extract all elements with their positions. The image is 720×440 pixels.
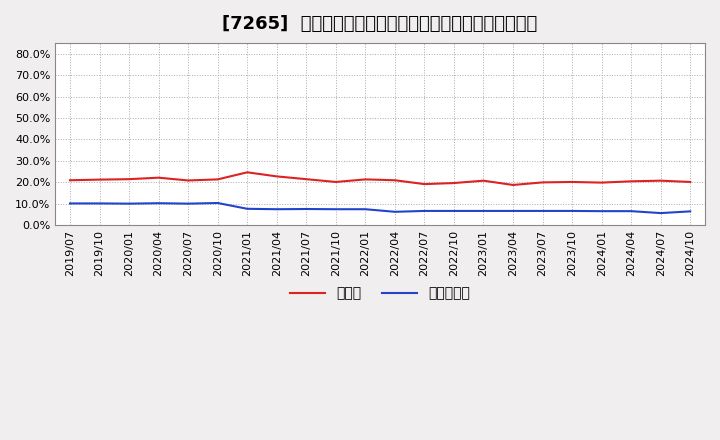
現顔金 xyxy=(420,181,428,187)
現顔金 xyxy=(449,180,458,186)
有利子負債 xyxy=(66,201,74,206)
有利子負債 xyxy=(627,209,636,214)
現顔金 xyxy=(125,176,133,182)
現顔金 xyxy=(568,180,577,185)
有利子負債 xyxy=(420,208,428,213)
現顔金 xyxy=(213,177,222,182)
現顔金 xyxy=(154,175,163,180)
Legend: 現顔金, 有利子負債: 現顔金, 有利子負債 xyxy=(285,281,475,306)
有利子負債 xyxy=(184,201,192,206)
現顔金 xyxy=(331,180,340,185)
有利子負債 xyxy=(302,206,310,212)
有利子負債 xyxy=(272,207,281,212)
現顔金 xyxy=(480,178,488,183)
有利子負債 xyxy=(568,208,577,213)
有利子負債 xyxy=(539,208,547,213)
有利子負債 xyxy=(480,208,488,213)
現顔金 xyxy=(243,170,251,175)
Title: [7265]  現顔金、有利子負債の総資産に対する比率の推移: [7265] 現顔金、有利子負債の総資産に対する比率の推移 xyxy=(222,15,538,33)
現顔金 xyxy=(539,180,547,185)
有利子負債 xyxy=(657,210,665,216)
現顔金 xyxy=(627,179,636,184)
現顔金 xyxy=(361,177,369,182)
現顔金 xyxy=(657,178,665,183)
現顔金 xyxy=(598,180,606,185)
現顔金 xyxy=(509,182,518,187)
現顔金 xyxy=(66,178,74,183)
有利子負債 xyxy=(449,208,458,213)
有利子負債 xyxy=(361,207,369,212)
Line: 現顔金: 現顔金 xyxy=(70,172,690,185)
現顔金 xyxy=(686,180,695,185)
有利子負債 xyxy=(390,209,399,214)
有利子負債 xyxy=(686,209,695,214)
現顔金 xyxy=(95,177,104,182)
現顔金 xyxy=(390,178,399,183)
有利子負債 xyxy=(331,207,340,212)
有利子負債 xyxy=(509,208,518,213)
有利子負債 xyxy=(125,201,133,206)
有利子負債 xyxy=(243,206,251,212)
有利子負債 xyxy=(95,201,104,206)
現顔金 xyxy=(272,174,281,179)
現顔金 xyxy=(184,178,192,183)
Line: 有利子負債: 有利子負債 xyxy=(70,203,690,213)
有利子負債 xyxy=(154,201,163,206)
現顔金 xyxy=(302,176,310,182)
有利子負債 xyxy=(213,200,222,205)
有利子負債 xyxy=(598,209,606,214)
